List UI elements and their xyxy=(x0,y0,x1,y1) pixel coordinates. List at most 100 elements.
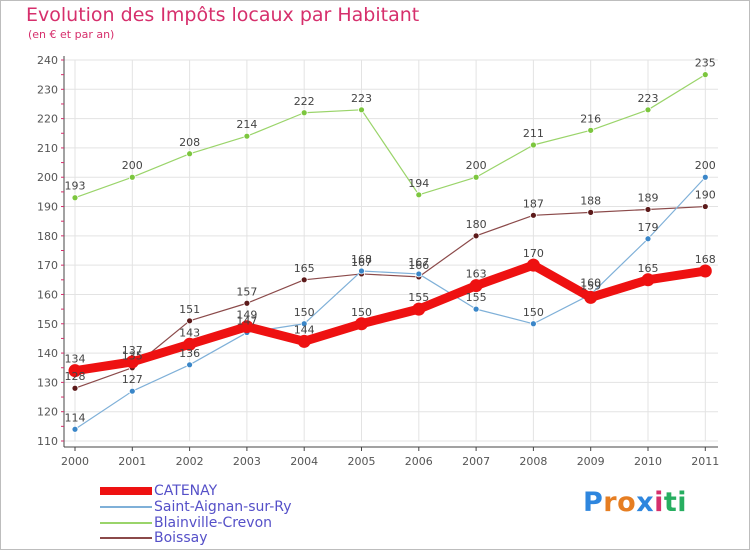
data-label: 187 xyxy=(523,197,544,210)
data-label: 149 xyxy=(236,309,257,322)
y-tick-label: 190 xyxy=(37,201,58,214)
legend-swatch-catenay xyxy=(100,487,152,495)
data-point-catenay xyxy=(355,317,368,331)
data-point-boissay xyxy=(186,317,194,325)
data-label: 135 xyxy=(122,350,143,363)
y-tick-label: 220 xyxy=(37,113,58,126)
data-label: 179 xyxy=(638,221,659,234)
data-label: 223 xyxy=(351,92,372,105)
data-label: 211 xyxy=(523,127,544,140)
data-label: 167 xyxy=(351,256,372,269)
data-label: 166 xyxy=(408,259,429,272)
data-label: 216 xyxy=(580,112,601,125)
y-tick-label: 150 xyxy=(37,318,58,331)
data-label: 200 xyxy=(466,159,487,172)
data-point-saint-aignan-sur-ry xyxy=(530,320,537,328)
proxiti-logo: Proxiti xyxy=(583,487,687,518)
data-label: 147 xyxy=(236,315,257,328)
data-label: 165 xyxy=(638,262,659,275)
y-tick-label: 210 xyxy=(37,142,58,155)
series-line-saint-aignan-sur-ry xyxy=(74,176,706,430)
data-point-catenay xyxy=(526,258,540,272)
data-point-saint-aignan-sur-ry xyxy=(300,320,308,328)
y-tick-label: 240 xyxy=(37,54,58,67)
data-label: 151 xyxy=(179,303,200,316)
y-tick-label: 170 xyxy=(37,259,58,272)
x-tick-label: 2001 xyxy=(118,455,146,468)
y-tick-label: 160 xyxy=(37,288,58,301)
data-label: 170 xyxy=(523,247,544,260)
data-point-catenay xyxy=(68,364,82,378)
data-point-blainville-crevon xyxy=(644,106,652,114)
legend-label-blainville: Blainville-Crevon xyxy=(154,515,273,531)
data-label: 137 xyxy=(122,344,143,357)
data-point-saint-aignan-sur-ry xyxy=(186,361,194,369)
x-tick-label: 2000 xyxy=(61,455,89,468)
logo-letter: t xyxy=(663,487,678,518)
data-point-saint-aignan-sur-ry xyxy=(71,425,79,433)
data-point-boissay xyxy=(243,299,251,307)
data-label: 188 xyxy=(580,194,601,207)
x-tick-label: 2006 xyxy=(405,455,433,468)
chart-title: Evolution des Impôts locaux par Habitant xyxy=(26,4,420,26)
data-point-blainville-crevon xyxy=(358,106,365,114)
data-point-boissay xyxy=(300,276,308,284)
data-point-boissay xyxy=(472,232,480,240)
data-label: 180 xyxy=(466,218,487,231)
data-point-catenay xyxy=(469,279,483,293)
logo-letter: x xyxy=(636,487,655,518)
y-tick-label: 230 xyxy=(37,83,58,96)
data-label: 150 xyxy=(523,306,544,319)
data-point-boissay xyxy=(587,208,595,216)
series-line-boissay xyxy=(74,205,706,389)
y-tick-label: 180 xyxy=(37,230,58,243)
data-point-catenay xyxy=(641,273,655,287)
legend-swatch-blainville xyxy=(100,522,152,524)
data-label: 155 xyxy=(408,291,429,304)
data-label: 200 xyxy=(122,159,143,172)
y-tick-label: 140 xyxy=(37,347,58,360)
logo-letter: i xyxy=(677,487,688,518)
data-label: 114 xyxy=(65,411,86,424)
x-tick-label: 2005 xyxy=(348,455,376,468)
y-tick-label: 120 xyxy=(37,406,58,419)
data-point-boissay xyxy=(701,203,709,210)
data-label: 127 xyxy=(122,373,143,386)
data-label: 167 xyxy=(408,256,429,269)
data-point-catenay xyxy=(297,334,311,348)
data-label: 214 xyxy=(236,118,257,131)
logo-letter: r xyxy=(603,487,618,518)
data-label: 193 xyxy=(65,180,86,193)
data-point-blainville-crevon xyxy=(300,109,308,117)
data-point-saint-aignan-sur-ry xyxy=(644,235,652,243)
data-label: 222 xyxy=(294,95,315,108)
data-label: 235 xyxy=(695,57,716,70)
data-point-saint-aignan-sur-ry xyxy=(701,173,709,181)
data-label: 144 xyxy=(294,323,315,336)
logo-letter: i xyxy=(654,487,664,518)
data-label: 163 xyxy=(466,268,487,281)
data-point-boissay xyxy=(530,211,537,219)
x-tick-label: 2004 xyxy=(290,455,318,468)
data-label: 200 xyxy=(695,159,716,172)
x-tick-label: 2008 xyxy=(519,455,547,468)
data-point-blainville-crevon xyxy=(415,191,423,199)
legend-label-catenay: CATENAY xyxy=(154,483,218,499)
chart-subtitle: (en € et par an) xyxy=(28,28,115,41)
data-label: 208 xyxy=(179,136,200,149)
data-label: 134 xyxy=(65,353,86,366)
x-tick-label: 2003 xyxy=(233,455,261,468)
data-label: 168 xyxy=(351,253,372,266)
data-label: 159 xyxy=(580,279,601,292)
data-label: 157 xyxy=(236,285,257,298)
data-label: 223 xyxy=(638,92,659,105)
series-line-blainville-crevon xyxy=(74,74,706,199)
data-label: 165 xyxy=(294,262,315,275)
data-point-blainville-crevon xyxy=(530,141,537,149)
logo-letter: o xyxy=(617,487,637,518)
x-tick-label: 2010 xyxy=(634,455,662,468)
data-label: 128 xyxy=(65,370,86,383)
data-point-saint-aignan-sur-ry xyxy=(415,270,423,278)
data-label: 160 xyxy=(580,276,601,289)
data-point-boissay xyxy=(71,384,79,392)
